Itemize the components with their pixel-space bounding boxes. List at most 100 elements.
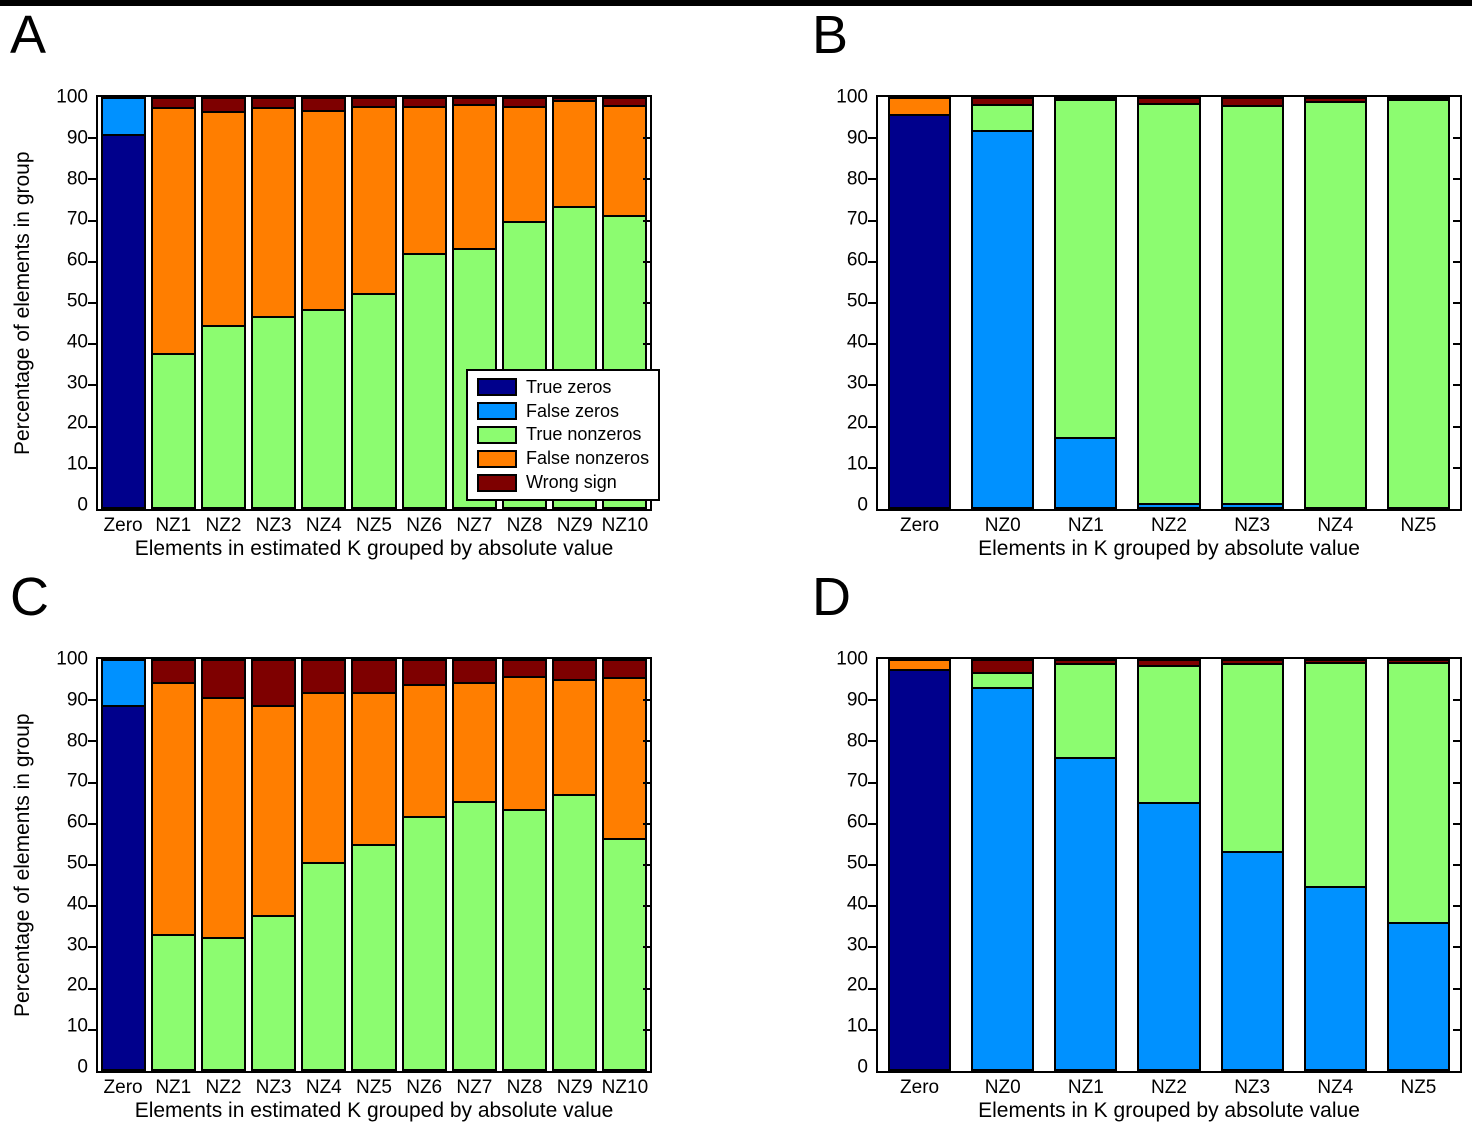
x-axis-tick-labels: Zero NZ0 NZ1 NZ2 NZ3 NZ4 NZ5 [878, 515, 1460, 537]
y-tick-label-100: 100 [836, 86, 868, 108]
y-tick-mark [1453, 466, 1460, 469]
y-tick-label-100: 100 [56, 648, 88, 670]
y-tick-mark [88, 740, 96, 743]
y-tick-label-80: 80 [846, 168, 868, 190]
bar-segment-false_nonzeros-nz10 [604, 679, 646, 840]
bar-segment-true_nonzeros-nz2 [202, 327, 245, 507]
y-tick-mark [868, 822, 876, 825]
y-axis-tick-labels: 0 10 20 30 40 50 60 70 80 90 100 [736, 88, 868, 515]
y-tick-mark [643, 219, 650, 222]
bar-segment-wrong_sign-nz0 [973, 99, 1033, 106]
legend-swatch-wrong_sign [477, 473, 517, 492]
bar-segment-true_nonzeros-nz2 [202, 939, 245, 1069]
bar-segment-false_nonzeros-nz7 [453, 684, 495, 803]
y-tick-label-10: 10 [846, 453, 868, 475]
y-tick-mark [88, 987, 96, 990]
y-tick-mark [868, 302, 876, 304]
bar-segment-true_nonzeros-nz1 [152, 354, 194, 507]
y-tick-label-10: 10 [846, 1015, 868, 1037]
y-tick-label-80: 80 [66, 168, 88, 190]
y-tick-mark [643, 302, 650, 304]
bar-segment-wrong_sign-nz2 [1139, 661, 1199, 668]
y-tick-label-50: 50 [66, 290, 88, 312]
x-tick-label-zero: Zero [900, 515, 940, 536]
y-tick-mark [643, 864, 650, 866]
y-tick-mark [643, 178, 650, 181]
bar-segment-true_nonzeros-nz10 [604, 839, 646, 1069]
bar-segment-true_zeros-zero [102, 135, 144, 507]
y-tick-mark [868, 699, 876, 702]
bar-nz2 [200, 659, 247, 1071]
y-tick-label-10: 10 [66, 453, 88, 475]
panel-d-label: D [812, 567, 852, 627]
x-tick-label-nz6: NZ6 [406, 1077, 443, 1098]
plot-area [868, 95, 1462, 511]
bar-segment-wrong_sign-nz2 [202, 99, 245, 114]
bar-nz10 [602, 659, 648, 1071]
y-tick-label-30: 30 [66, 934, 88, 956]
x-tick-label-nz3: NZ3 [255, 1077, 292, 1098]
x-tick-label-nz1: NZ1 [155, 1077, 192, 1098]
bar-segment-wrong_sign-nz0 [973, 661, 1033, 675]
bar-nz4 [301, 97, 347, 509]
bar-segment-wrong_sign-nz5 [1388, 99, 1449, 102]
y-tick-label-100: 100 [836, 648, 868, 670]
legend-swatch-false_nonzeros [477, 449, 517, 468]
y-tick-label-30: 30 [66, 372, 88, 394]
y-tick-label-100: 100 [56, 86, 88, 108]
bar-segment-false_nonzeros-nz5 [353, 694, 395, 846]
y-tick-mark [1453, 946, 1460, 949]
bar-nz3 [1220, 659, 1284, 1071]
y-axis-tick-labels: 0 10 20 30 40 50 60 70 80 90 100 [736, 650, 868, 1077]
y-tick-mark [1453, 137, 1460, 140]
bar-segment-wrong_sign-nz1 [152, 661, 194, 684]
y-tick-mark [643, 905, 650, 908]
legend-item-true_zeros: True zeros [468, 377, 658, 398]
bar-segment-false_nonzeros-nz8 [503, 677, 546, 812]
y-tick-mark [88, 219, 96, 222]
legend-item-false_zeros: False zeros [468, 401, 658, 422]
y-tick-label-20: 20 [846, 412, 868, 434]
y-tick-label-90: 90 [846, 127, 868, 149]
bar-nz9 [552, 659, 598, 1071]
y-tick-mark [88, 905, 96, 908]
y-tick-mark [643, 822, 650, 825]
bar-zero [887, 659, 952, 1071]
y-tick-mark [1453, 302, 1460, 304]
x-axis-title: Elements in K grouped by absolute value [978, 537, 1360, 560]
x-tick-label-nz5: NZ5 [356, 1077, 392, 1098]
bar-segment-false_zeros-nz2 [1139, 504, 1199, 507]
y-tick-mark [868, 740, 876, 743]
bar-segment-false_nonzeros-nz6 [403, 685, 445, 819]
y-tick-label-0: 0 [77, 494, 88, 516]
bar-segment-false_nonzeros-zero [889, 99, 950, 117]
bar-segment-true_nonzeros-nz2 [1139, 667, 1199, 804]
y-tick-mark [868, 343, 876, 346]
bar-segment-true_nonzeros-nz3 [253, 318, 295, 507]
bar-segment-false_nonzeros-nz4 [303, 694, 345, 864]
y-tick-mark [1453, 864, 1460, 866]
bar-nz3 [1220, 97, 1284, 509]
y-tick-label-40: 40 [846, 331, 868, 353]
bar-segment-false_nonzeros-nz1 [152, 109, 194, 355]
y-tick-mark [88, 302, 96, 304]
bar-segment-true_nonzeros-nz5 [353, 294, 395, 507]
x-tick-label-zero: Zero [900, 1077, 940, 1098]
y-tick-mark [643, 781, 650, 784]
y-tick-mark [868, 781, 876, 784]
bar-segment-false_nonzeros-nz8 [503, 107, 546, 223]
y-tick-label-20: 20 [66, 974, 88, 996]
bar-segment-true_nonzeros-nz4 [1305, 103, 1365, 507]
y-tick-mark [643, 946, 650, 949]
y-tick-mark [643, 260, 650, 263]
bar-segment-true_nonzeros-nz8 [503, 811, 546, 1069]
y-tick-mark [1453, 260, 1460, 263]
bar-nz1 [1054, 659, 1118, 1071]
legend-item-true_nonzeros: True nonzeros [468, 424, 658, 445]
y-tick-label-70: 70 [66, 770, 88, 792]
bar-segment-true_nonzeros-nz6 [403, 818, 445, 1069]
x-tick-label-nz4: NZ4 [1317, 515, 1354, 536]
bar-nz0 [971, 659, 1035, 1071]
bar-segment-wrong_sign-nz3 [1222, 99, 1282, 108]
bar-nz1 [1054, 97, 1118, 509]
